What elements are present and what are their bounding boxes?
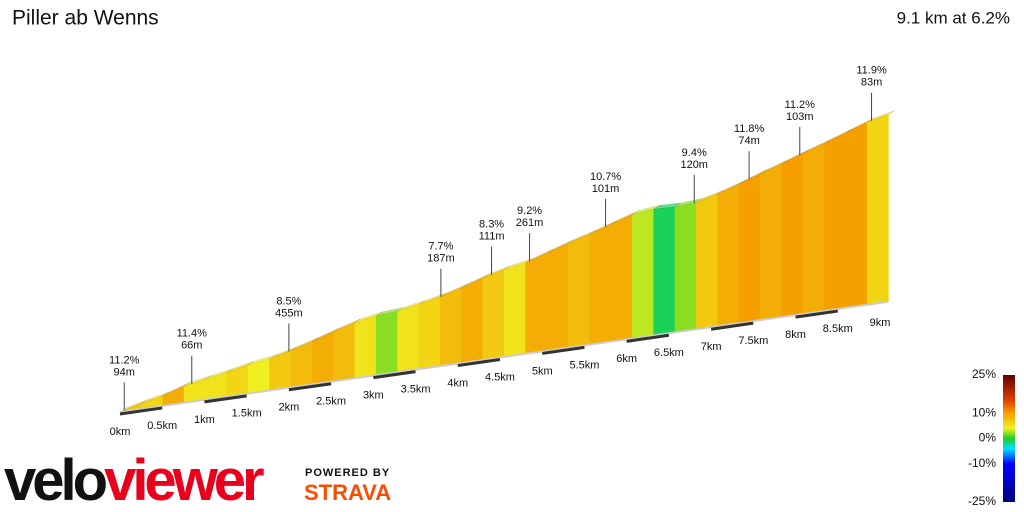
grade-segment (375, 311, 398, 376)
chart-subtitle: 9.1 km at 6.2% (897, 8, 1010, 27)
grade-segment (781, 152, 804, 318)
x-tick-label: 6.5km (654, 347, 684, 359)
annotation-length: 66m (181, 340, 202, 352)
x-tick-label: 5.5km (569, 359, 599, 371)
legend-bar (1003, 375, 1015, 502)
grade-segment (482, 269, 505, 361)
grade-segment (610, 214, 633, 342)
grade-segment (696, 193, 718, 330)
grade-segment (845, 121, 868, 309)
grade-segment (589, 224, 612, 345)
grade-segment (632, 208, 654, 339)
x-tick-label: 4km (447, 377, 468, 389)
annotation-grade: 7.7% (428, 241, 453, 253)
grade-segment (418, 296, 441, 370)
annotation-length: 120m (680, 159, 708, 171)
grade-segment (824, 132, 847, 312)
x-tick-label: 5km (532, 365, 553, 377)
grade-segment (546, 242, 569, 352)
annotation-grade: 11.2% (109, 354, 140, 366)
x-tick-label: 9km (870, 317, 891, 329)
annotation-grade: 11.8% (734, 123, 765, 135)
x-tick-label: 1.5km (232, 408, 262, 420)
grade-segment (568, 233, 590, 348)
annotation-length: 101m (592, 183, 620, 195)
x-tick-label: 2.5km (316, 396, 346, 408)
logo-velo: velo (4, 448, 107, 512)
base-line (119, 300, 889, 413)
x-tick-label: 8.5km (823, 323, 853, 335)
km-dash (795, 309, 838, 319)
grade-segment (461, 277, 484, 364)
annotation-length: 261m (516, 217, 544, 229)
km-dash (119, 406, 163, 416)
grade-segment (354, 315, 377, 379)
x-tick-label: 8km (785, 329, 806, 341)
logo-viewer: viewer (104, 448, 264, 512)
annotation-grade: 9.4% (682, 147, 707, 159)
annotation-grade: 10.7% (590, 171, 621, 183)
annotation-grade: 8.3% (479, 219, 504, 231)
km-dash (373, 370, 416, 380)
grade-segment (760, 163, 782, 321)
x-tick-label: 4.5km (485, 371, 515, 383)
x-tick-label: 2km (278, 402, 299, 414)
x-tick-label: 7km (701, 341, 722, 353)
x-tick-label: 3.5km (401, 384, 431, 396)
grade-segment (525, 252, 548, 355)
annotation-length: 94m (114, 366, 135, 378)
km-dash (204, 394, 247, 404)
annotation-grade: 11.9% (856, 65, 887, 77)
annotation-length: 187m (427, 253, 455, 265)
annotation-grade: 11.2% (785, 99, 816, 111)
x-tick-label: 3km (363, 390, 384, 402)
annotation-length: 83m (861, 77, 882, 89)
chart-title: Piller ab Wenns (12, 7, 159, 30)
grade-segment (439, 287, 462, 367)
grade-segment (653, 206, 676, 336)
legend-label: -25% (968, 494, 996, 508)
km-dash (542, 345, 585, 355)
grade-segment (802, 143, 825, 315)
logo: veloviewer (4, 448, 264, 512)
km-dash (457, 358, 501, 368)
annotation-grade: 11.4% (177, 328, 208, 340)
legend-label: 0% (979, 431, 997, 445)
grade-segment (503, 262, 526, 358)
x-tick-label: 1km (194, 414, 215, 426)
grade-segment (738, 173, 761, 324)
grade-segment (397, 304, 420, 373)
legend-label: 10% (972, 405, 996, 419)
annotation-length: 103m (786, 111, 814, 123)
grade-segment (717, 183, 740, 327)
strava: STRAVA (304, 480, 391, 505)
km-dash (626, 333, 670, 343)
grade-segment (674, 202, 697, 333)
x-tick-label: 0.5km (147, 420, 177, 432)
grade-segment (866, 114, 889, 306)
annotation-length: 111m (479, 231, 505, 243)
annotation-length: 455m (275, 307, 303, 319)
km-dash (288, 382, 332, 392)
km-dash (710, 321, 754, 331)
x-tick-label: 7.5km (738, 335, 768, 347)
x-tick-label: 6km (616, 353, 637, 365)
annotation-grade: 9.2% (517, 205, 542, 217)
legend-label: 25% (972, 367, 996, 381)
powered-by: POWERED BY (305, 467, 390, 479)
grade-segment (333, 322, 356, 382)
legend-label: -10% (968, 456, 996, 470)
x-tick-label: 0km (110, 426, 131, 438)
annotation-grade: 8.5% (276, 295, 301, 307)
annotation-length: 74m (738, 135, 759, 147)
